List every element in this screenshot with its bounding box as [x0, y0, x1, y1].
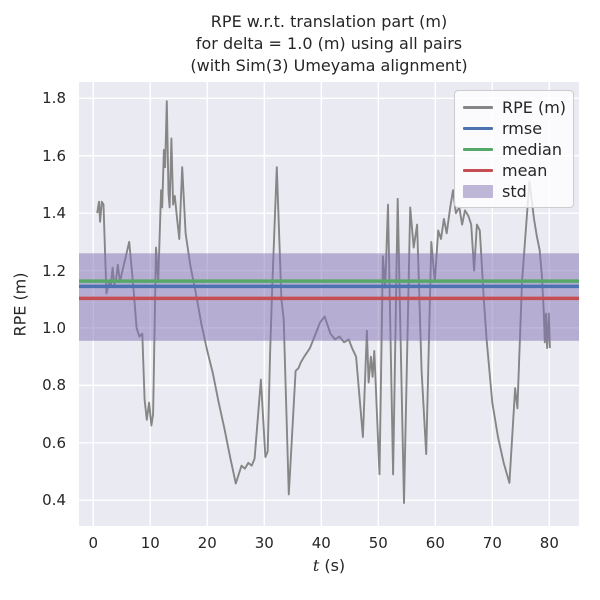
y-tick-label: 1.2	[42, 261, 66, 280]
x-axis-label: t (s)	[79, 556, 579, 575]
legend-entry-std: std	[463, 181, 565, 202]
x-tick-label: 50	[368, 534, 388, 552]
x-tick-label: 20	[197, 534, 217, 552]
y-tick-label: 1.6	[42, 146, 66, 165]
y-axis-label: RPE (m)	[10, 272, 30, 337]
legend-label: mean	[502, 161, 548, 180]
legend-label: std	[502, 182, 527, 201]
legend: RPE (m) rmse median mean std	[454, 90, 574, 208]
x-tick-label: 60	[425, 534, 445, 552]
legend-label: rmse	[502, 119, 543, 138]
x-tick-label: 0	[88, 534, 99, 552]
legend-label: RPE (m)	[502, 98, 567, 117]
legend-line-swatch	[463, 169, 493, 172]
y-tick-label: 1.4	[42, 204, 66, 223]
legend-patch-swatch	[463, 185, 493, 198]
legend-line-swatch	[463, 127, 493, 130]
chart-title: RPE w.r.t. translation part (m) for delt…	[79, 11, 579, 77]
x-axis-unit: (s)	[319, 556, 346, 575]
legend-label: median	[502, 140, 562, 159]
rpe-curve	[96, 100, 551, 504]
y-tick-label: 1.8	[42, 89, 66, 108]
x-tick-label: 30	[254, 534, 274, 552]
x-axis-variable: t	[312, 556, 320, 575]
title-line-2: for delta = 1.0 (m) using all pairs	[195, 34, 463, 53]
legend-entry-rpe-m-: RPE (m)	[463, 97, 567, 118]
legend-entry-mean: mean	[463, 160, 565, 181]
legend-entry-median: median	[463, 139, 565, 160]
x-tick-label: 70	[482, 534, 502, 552]
x-tick-label: 10	[140, 534, 160, 552]
legend-line-swatch	[463, 148, 493, 151]
x-tick-label: 80	[539, 534, 559, 552]
legend-line-swatch	[463, 106, 493, 109]
x-tick-label: 40	[311, 534, 331, 552]
y-tick-label: 0.4	[42, 491, 66, 510]
title-line-3: (with Sim(3) Umeyama alignment)	[190, 56, 468, 75]
legend-entry-rmse: rmse	[463, 118, 565, 139]
title-line-1: RPE w.r.t. translation part (m)	[210, 12, 448, 31]
y-tick-label: 0.6	[42, 433, 66, 452]
y-tick-label: 0.8	[42, 376, 66, 395]
y-tick-label: 1.0	[42, 318, 66, 337]
